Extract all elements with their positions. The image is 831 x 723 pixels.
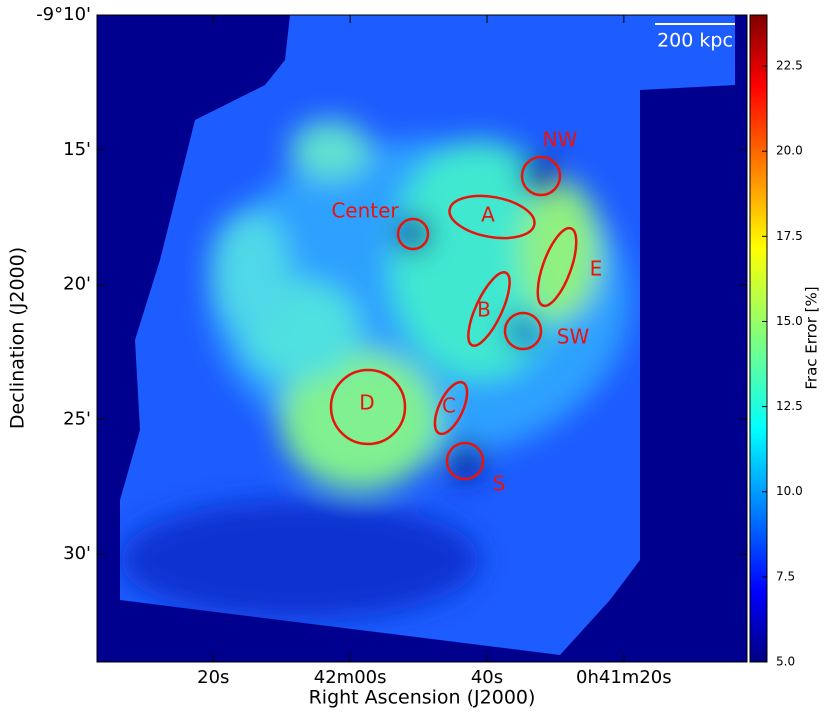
region — [503, 311, 543, 351]
region-label: D — [359, 391, 374, 415]
y-tick-label: 15' — [63, 139, 91, 160]
x-tick-label: 0h41m20s — [576, 667, 672, 688]
region — [445, 441, 485, 481]
y-tick-label: 20' — [63, 274, 91, 295]
region-label: C — [442, 394, 456, 418]
plot-frame — [96, 14, 748, 663]
region-label: Center — [331, 199, 399, 223]
region — [520, 155, 562, 197]
colorbar-tick-label: 10.0 — [776, 484, 803, 498]
image — [97, 15, 747, 662]
region — [536, 226, 578, 308]
region — [396, 217, 430, 251]
colorbar-tick-label: 7.5 — [776, 569, 795, 583]
colorbar-label: Frac Error [%] — [803, 286, 821, 389]
x-tick-label: 20s — [197, 667, 229, 688]
x-tick-label: 42m00s — [314, 667, 387, 688]
y-tick-label: -9°10' — [36, 4, 91, 25]
region-label: S — [493, 472, 506, 496]
colorbar-tick-label: 22.5 — [776, 59, 803, 73]
region — [467, 271, 511, 347]
colorbar-tick-label: 15.0 — [776, 314, 803, 328]
x-tick-label: 40s — [471, 667, 503, 688]
scale-bar-label: 200 kpc — [657, 30, 733, 52]
colorbar-tick-label: 17.5 — [776, 229, 803, 243]
colorbar — [749, 14, 768, 663]
region-label: A — [481, 203, 495, 227]
region-label: NW — [543, 128, 578, 152]
region — [433, 380, 469, 436]
region-label: SW — [557, 325, 590, 349]
region — [448, 194, 536, 240]
colorbar-tick-label: 5.0 — [776, 655, 795, 669]
x-axis-label: Right Ascension (J2000) — [309, 687, 536, 709]
colorbar-tick-label: 12.5 — [776, 399, 803, 413]
y-tick-label: 30' — [63, 543, 91, 564]
region-label: B — [477, 298, 491, 322]
y-axis-label: Declination (J2000) — [7, 247, 29, 429]
y-tick-label: 25' — [63, 408, 91, 429]
region-label: E — [590, 257, 603, 281]
colorbar-tick-label: 20.0 — [776, 144, 803, 158]
region — [329, 368, 407, 446]
